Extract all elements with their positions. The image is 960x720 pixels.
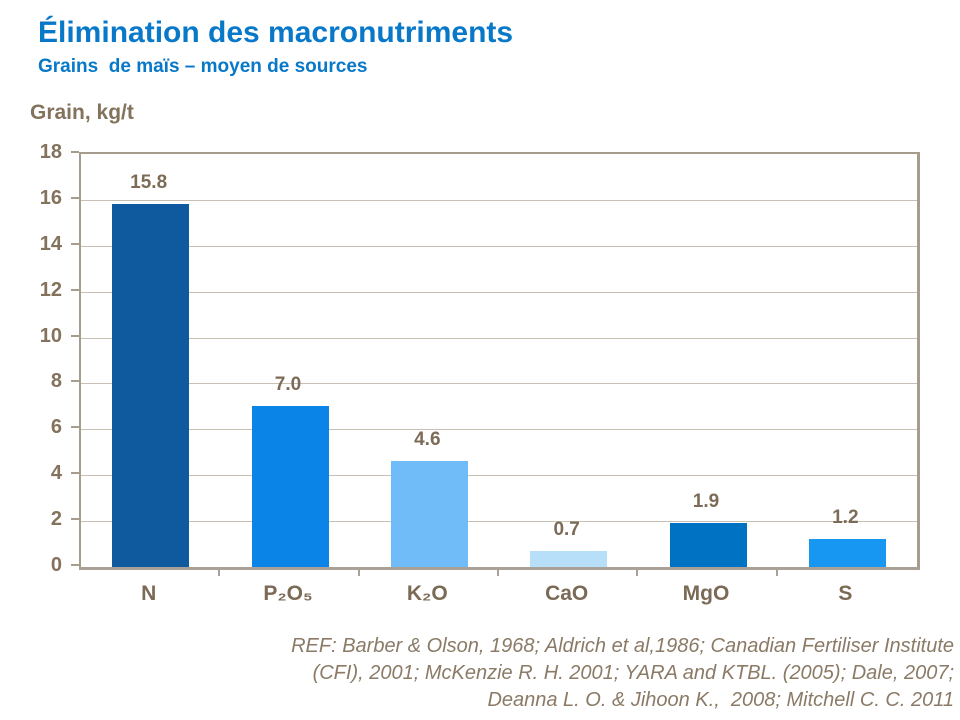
- x-tick-mark: [357, 568, 360, 576]
- bar-CaO: [530, 550, 608, 567]
- bar-S: [808, 539, 886, 567]
- x-tick-mark: [497, 568, 499, 576]
- reference-text: REF: Barber & Olson, 1968; Aldrich et al…: [291, 633, 954, 714]
- gridline: [81, 521, 917, 523]
- bar-P₂O₅: [251, 406, 329, 567]
- x-category-label: MgO: [682, 582, 730, 605]
- y-tick-mark: [71, 196, 79, 199]
- page-title: Élimination des macronutriments: [38, 16, 514, 49]
- gridline: [81, 337, 917, 339]
- gridline: [81, 199, 917, 201]
- gridline: [81, 383, 917, 385]
- y-tick-label: 4: [50, 462, 62, 485]
- x-category-label: S: [838, 582, 853, 605]
- plot-area: [79, 152, 920, 570]
- x-category-label: N: [141, 582, 157, 605]
- y-tick-label: 18: [39, 141, 62, 163]
- x-category-label: P₂O₅: [263, 582, 313, 605]
- bar-value-label: 4.6: [414, 429, 441, 451]
- bar-K₂O: [390, 461, 468, 567]
- gridline: [81, 475, 917, 477]
- y-tick-mark: [71, 151, 79, 153]
- x-category-label: K₂O: [406, 582, 448, 605]
- y-tick-label: 10: [39, 324, 62, 347]
- reference-line: (CFI), 2001; McKenzie R. H. 2001; YARA a…: [312, 662, 954, 684]
- reference-line: Deanna L. O. & Jihoon K., 2008; Mitchell…: [487, 689, 954, 711]
- x-tick-mark: [775, 568, 778, 576]
- gridline: [81, 245, 917, 247]
- page-subtitle: Grains de maïs – moyen de sources: [38, 56, 368, 77]
- y-tick-label: 8: [50, 370, 62, 393]
- bar-value-label: 7.0: [274, 374, 302, 396]
- x-tick-mark: [218, 568, 221, 576]
- bar-value-label: 1.2: [832, 507, 859, 529]
- y-tick-mark: [71, 472, 79, 475]
- y-tick-label: 14: [39, 232, 62, 255]
- x-tick-mark: [636, 568, 639, 576]
- y-tick-label: 2: [50, 508, 62, 531]
- y-axis-label: Grain, kg/t: [30, 101, 134, 124]
- x-category-label: CaO: [545, 582, 589, 605]
- bar-value-label: 15.8: [130, 172, 168, 194]
- gridline: [81, 429, 917, 431]
- y-tick-mark: [71, 380, 79, 383]
- bar-value-label: 0.7: [553, 518, 580, 540]
- y-tick-mark: [71, 564, 79, 566]
- reference-line: REF: Barber & Olson, 1968; Aldrich et al…: [291, 635, 954, 657]
- y-tick-mark: [71, 242, 79, 245]
- bar-MgO: [669, 523, 747, 567]
- y-tick-mark: [71, 426, 79, 429]
- bar-value-label: 1.9: [692, 491, 720, 513]
- bar-N: [112, 204, 190, 567]
- gridline: [81, 291, 917, 293]
- y-tick-label: 16: [39, 186, 62, 209]
- y-tick-mark: [71, 334, 79, 337]
- y-tick-label: 0: [50, 554, 62, 576]
- y-tick-mark: [71, 288, 79, 291]
- y-tick-label: 6: [50, 416, 62, 439]
- y-tick-label: 12: [39, 278, 62, 301]
- y-tick-mark: [71, 518, 79, 521]
